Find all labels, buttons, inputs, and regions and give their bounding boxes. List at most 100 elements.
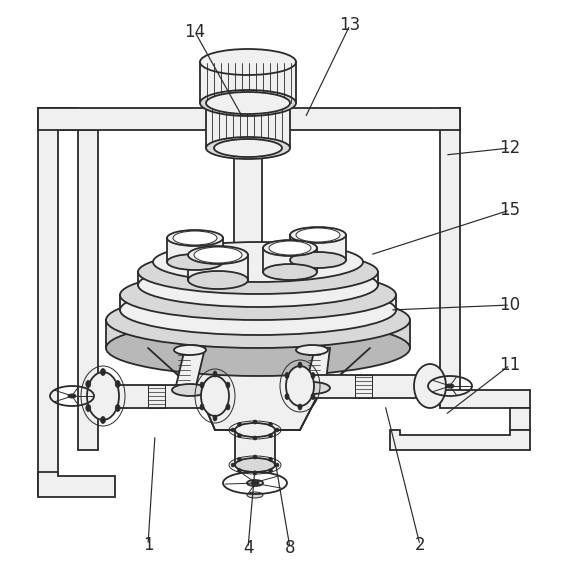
Ellipse shape: [286, 366, 314, 406]
Ellipse shape: [446, 384, 454, 388]
Ellipse shape: [100, 416, 106, 424]
Ellipse shape: [86, 404, 91, 412]
Ellipse shape: [296, 228, 340, 242]
Ellipse shape: [226, 404, 230, 410]
Text: 8: 8: [285, 539, 295, 557]
Text: 15: 15: [499, 201, 521, 219]
Ellipse shape: [206, 137, 290, 159]
Polygon shape: [390, 430, 530, 450]
Ellipse shape: [201, 376, 229, 416]
Ellipse shape: [275, 463, 279, 467]
Polygon shape: [263, 248, 317, 272]
Polygon shape: [175, 348, 205, 390]
Ellipse shape: [200, 404, 204, 410]
Ellipse shape: [269, 423, 273, 426]
Polygon shape: [510, 408, 530, 430]
Ellipse shape: [285, 373, 289, 378]
Ellipse shape: [269, 241, 311, 255]
Ellipse shape: [138, 250, 378, 294]
Ellipse shape: [253, 420, 257, 424]
Ellipse shape: [115, 404, 120, 412]
Ellipse shape: [238, 469, 242, 473]
Text: 4: 4: [243, 539, 253, 557]
Ellipse shape: [275, 428, 279, 432]
Ellipse shape: [174, 345, 206, 355]
Ellipse shape: [269, 434, 273, 438]
Ellipse shape: [68, 394, 76, 398]
Ellipse shape: [235, 458, 275, 472]
Ellipse shape: [298, 404, 302, 410]
Text: 12: 12: [499, 139, 521, 157]
Polygon shape: [38, 108, 460, 130]
Ellipse shape: [298, 362, 302, 368]
Polygon shape: [148, 348, 370, 430]
Ellipse shape: [188, 246, 248, 264]
Text: 10: 10: [499, 296, 521, 314]
Polygon shape: [300, 375, 430, 398]
Ellipse shape: [115, 381, 120, 388]
Ellipse shape: [106, 320, 410, 376]
Ellipse shape: [235, 423, 275, 437]
Ellipse shape: [294, 382, 330, 394]
Polygon shape: [58, 108, 78, 130]
Polygon shape: [167, 238, 223, 262]
Polygon shape: [290, 235, 346, 260]
Ellipse shape: [253, 436, 257, 440]
Ellipse shape: [263, 264, 317, 280]
Ellipse shape: [238, 423, 242, 426]
Ellipse shape: [200, 382, 204, 388]
Ellipse shape: [238, 457, 242, 461]
Ellipse shape: [263, 240, 317, 256]
Text: 13: 13: [339, 16, 360, 34]
Polygon shape: [38, 472, 115, 497]
Polygon shape: [138, 272, 378, 285]
Polygon shape: [206, 103, 290, 148]
Ellipse shape: [311, 393, 315, 400]
Polygon shape: [235, 430, 275, 465]
Ellipse shape: [120, 270, 396, 320]
Polygon shape: [440, 390, 530, 408]
Ellipse shape: [238, 434, 242, 438]
Polygon shape: [120, 295, 396, 310]
Ellipse shape: [226, 382, 230, 388]
Ellipse shape: [253, 471, 257, 475]
Ellipse shape: [194, 247, 242, 263]
Ellipse shape: [251, 481, 259, 485]
Ellipse shape: [100, 369, 106, 375]
Ellipse shape: [200, 90, 296, 116]
Ellipse shape: [214, 139, 282, 157]
Ellipse shape: [138, 263, 378, 307]
Ellipse shape: [87, 372, 119, 420]
Polygon shape: [106, 320, 410, 348]
Ellipse shape: [290, 227, 346, 243]
Ellipse shape: [213, 371, 217, 377]
Polygon shape: [440, 108, 460, 405]
Ellipse shape: [167, 230, 223, 246]
Ellipse shape: [173, 231, 217, 245]
Ellipse shape: [414, 364, 446, 408]
Text: 1: 1: [143, 536, 153, 554]
Ellipse shape: [285, 393, 289, 400]
Ellipse shape: [206, 92, 290, 114]
Ellipse shape: [234, 249, 262, 257]
Text: 2: 2: [414, 536, 425, 554]
Ellipse shape: [188, 271, 248, 289]
Polygon shape: [188, 255, 248, 280]
Ellipse shape: [231, 463, 235, 467]
Ellipse shape: [231, 428, 235, 432]
Ellipse shape: [120, 285, 396, 335]
Ellipse shape: [200, 49, 296, 75]
Ellipse shape: [311, 373, 315, 378]
Ellipse shape: [172, 384, 208, 396]
Polygon shape: [38, 108, 58, 495]
Ellipse shape: [167, 254, 223, 270]
Ellipse shape: [253, 455, 257, 459]
Polygon shape: [100, 385, 215, 408]
Ellipse shape: [269, 457, 273, 461]
Polygon shape: [200, 62, 296, 103]
Ellipse shape: [153, 242, 363, 282]
Ellipse shape: [290, 252, 346, 268]
Polygon shape: [78, 130, 98, 450]
Polygon shape: [305, 348, 330, 388]
Ellipse shape: [86, 381, 91, 388]
